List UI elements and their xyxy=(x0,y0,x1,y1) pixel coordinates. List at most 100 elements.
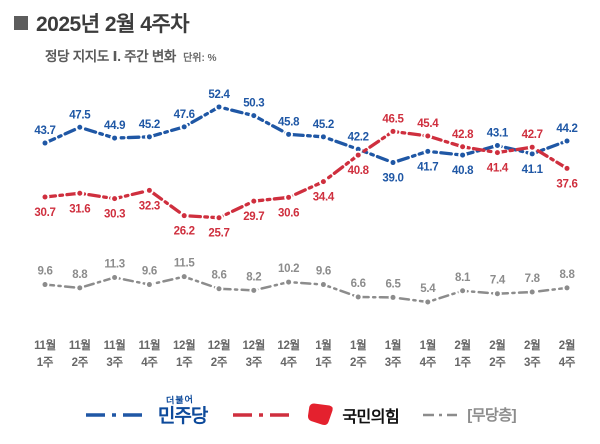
series-line-1 xyxy=(43,129,569,220)
data-point-0 xyxy=(494,143,500,149)
data-point-1 xyxy=(460,144,466,150)
x-axis-label: 2월 3주 xyxy=(524,338,541,369)
data-point-0 xyxy=(355,146,361,152)
data-label-1: 45.4 xyxy=(417,118,439,130)
data-point-2 xyxy=(42,282,48,288)
data-label-1: 29.7 xyxy=(243,211,264,223)
mudang-legend-label: [무당층] xyxy=(467,407,517,424)
data-label-2: 9.6 xyxy=(142,266,157,278)
chart-subtitle: 정당 지지도 Ⅰ. 주간 변화 xyxy=(45,49,177,64)
data-point-2 xyxy=(564,285,570,291)
data-point-1 xyxy=(112,196,118,202)
data-point-2 xyxy=(181,274,187,280)
x-axis-label: 11월 1주 xyxy=(34,338,56,369)
data-point-0 xyxy=(251,113,257,119)
data-label-1: 37.6 xyxy=(556,178,577,190)
x-axis-label: 2월 2주 xyxy=(489,338,506,369)
data-label-0: 41.1 xyxy=(522,164,544,176)
party-support-trend-chart: 43.7 47.5 44.9 45.2 47.6 52.4 50.3 45.8 45.2 42.2… xyxy=(34,89,578,369)
data-point-1 xyxy=(564,165,570,171)
data-point-2 xyxy=(529,289,535,295)
data-point-1 xyxy=(286,194,292,200)
x-axis-label: 12월 3주 xyxy=(243,338,265,369)
legend-item-mudang: [무당층] xyxy=(421,404,517,425)
data-label-1: 30.6 xyxy=(278,207,299,219)
data-point-2 xyxy=(251,287,257,293)
data-label-1: 42.7 xyxy=(522,129,543,141)
data-label-0: 44.9 xyxy=(104,120,125,132)
data-point-0 xyxy=(390,160,396,166)
data-label-2: 6.6 xyxy=(351,278,366,290)
data-label-0: 45.8 xyxy=(278,116,300,128)
x-axis-label: 2월 1주 xyxy=(454,338,471,369)
data-point-1 xyxy=(146,187,152,193)
data-label-1: 46.5 xyxy=(382,113,404,125)
data-point-2 xyxy=(77,285,83,291)
data-label-0: 45.2 xyxy=(139,119,160,131)
data-label-0: 39.0 xyxy=(382,173,403,185)
data-label-1: 34.4 xyxy=(313,192,335,204)
data-label-1: 31.6 xyxy=(69,203,90,215)
data-point-0 xyxy=(42,140,48,146)
title-square-bullet-icon xyxy=(14,16,28,30)
data-point-1 xyxy=(320,179,326,185)
x-axis-label: 1월 2주 xyxy=(350,338,367,369)
data-point-0 xyxy=(564,138,570,144)
legend-item-ppp: 국민의힘 xyxy=(231,402,400,427)
data-label-1: 30.3 xyxy=(104,209,125,221)
data-label-2: 10.2 xyxy=(278,263,299,275)
data-label-2: 8.1 xyxy=(455,272,471,284)
data-point-1 xyxy=(494,150,500,156)
data-point-1 xyxy=(355,152,361,158)
data-point-2 xyxy=(425,299,431,305)
minjoo-logo-text: 민주당 xyxy=(157,406,208,427)
data-point-2 xyxy=(390,294,396,300)
data-point-0 xyxy=(146,134,152,140)
data-point-1 xyxy=(42,194,48,200)
x-axis-label: 11월 4주 xyxy=(138,338,160,369)
data-label-0: 45.2 xyxy=(313,119,334,131)
report-header: 2025년 2월 4주차 정당 지지도 Ⅰ. 주간 변화 단위: % xyxy=(14,8,216,65)
data-point-2 xyxy=(146,282,152,288)
data-point-2 xyxy=(216,286,222,292)
data-label-2: 7.4 xyxy=(490,275,506,287)
data-point-0 xyxy=(425,148,431,154)
data-point-1 xyxy=(216,215,222,221)
data-label-0: 44.2 xyxy=(556,123,577,135)
data-point-1 xyxy=(529,144,535,150)
x-axis-label: 1월 1주 xyxy=(315,338,332,369)
data-label-2: 11.5 xyxy=(174,258,195,270)
legend-item-minjoo: 더불어 민주당 xyxy=(84,394,231,428)
data-label-0: 43.1 xyxy=(487,128,509,140)
data-label-0: 43.7 xyxy=(34,125,55,137)
data-point-1 xyxy=(390,128,396,134)
x-axis-label: 12월 4주 xyxy=(277,338,299,369)
data-label-0: 50.3 xyxy=(243,98,264,110)
data-point-1 xyxy=(77,190,83,196)
data-point-0 xyxy=(320,134,326,140)
data-point-0 xyxy=(181,124,187,130)
data-label-2: 7.8 xyxy=(525,273,541,285)
minjoo-logo-subtext: 더불어 xyxy=(165,394,194,406)
series-line-2 xyxy=(43,275,569,304)
data-point-2 xyxy=(286,279,292,285)
data-label-2: 5.4 xyxy=(420,283,436,295)
data-point-1 xyxy=(425,133,431,139)
data-label-1: 25.7 xyxy=(208,228,229,240)
data-label-2: 8.8 xyxy=(559,269,575,281)
data-label-0: 42.2 xyxy=(348,131,369,143)
data-point-2 xyxy=(112,275,118,281)
data-point-2 xyxy=(494,291,500,297)
chart-legend: 더불어 민주당 국민의힘 [무당층] xyxy=(0,394,600,428)
data-label-2: 9.6 xyxy=(316,266,331,278)
data-label-0: 52.4 xyxy=(208,89,230,101)
mudang-dashdot-line-icon xyxy=(423,413,458,416)
data-label-0: 41.7 xyxy=(417,161,438,173)
data-point-0 xyxy=(460,152,466,158)
ppp-logo-symbol-icon xyxy=(308,403,334,426)
data-point-0 xyxy=(529,151,535,157)
subtitle-row: 정당 지지도 Ⅰ. 주간 변화 단위: % xyxy=(45,45,216,65)
x-axis-label: 12월 2주 xyxy=(208,338,230,369)
data-label-1: 26.2 xyxy=(174,226,195,238)
x-axis-label: 2월 4주 xyxy=(559,338,576,369)
